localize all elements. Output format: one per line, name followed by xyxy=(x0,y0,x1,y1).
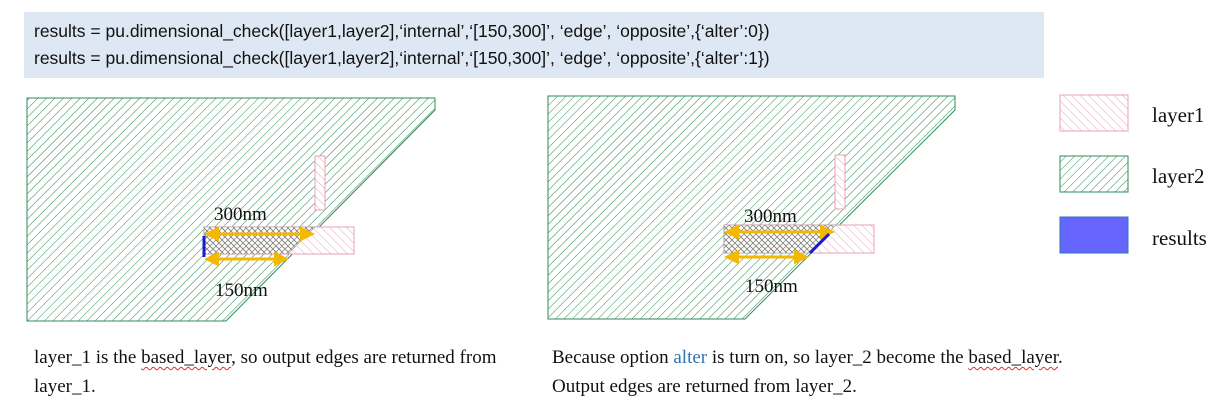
caption-right-alter: alter xyxy=(673,347,708,368)
caption-left-based-layer: based_layer xyxy=(141,347,232,368)
code-block: results = pu.dimensional_check([layer1,l… xyxy=(24,12,1044,78)
code-line-1: results = pu.dimensional_check([layer1,l… xyxy=(34,21,770,41)
caption-left-part2: , so output edges are returned from laye… xyxy=(34,347,497,397)
diagram-left: 300nm 150nm xyxy=(26,97,436,322)
legend-label-layer1: layer1 xyxy=(1152,103,1205,127)
caption-right-part3: . Output edges are returned from layer_2… xyxy=(552,347,1063,397)
code-line-2: results = pu.dimensional_check([layer1,l… xyxy=(34,48,770,68)
label-150nm-right: 150nm xyxy=(745,276,798,297)
legend xyxy=(1059,94,1129,254)
caption-right-based-layer: based_layer xyxy=(968,347,1058,368)
result-edge-right xyxy=(808,232,831,255)
caption-right-part2: is turn on, so layer_2 become the xyxy=(707,347,969,368)
diagram-right: 300nm 150nm xyxy=(547,95,956,320)
caption-left: layer_1 is the based_layer, so output ed… xyxy=(34,343,504,401)
legend-label-results: results xyxy=(1152,226,1207,250)
caption-right: Because option alter is turn on, so laye… xyxy=(552,343,1112,401)
caption-right-part1: Because option xyxy=(552,347,674,368)
layer2-shape-left xyxy=(26,97,436,322)
label-300nm-right: 300nm xyxy=(744,206,797,227)
legend-swatch-results xyxy=(1059,216,1129,254)
legend-label-layer2: layer2 xyxy=(1152,164,1205,188)
legend-swatch-layer2 xyxy=(1059,155,1129,193)
layer2-shape-right xyxy=(547,95,956,320)
legend-swatch-layer1 xyxy=(1059,94,1129,132)
label-300nm-left: 300nm xyxy=(214,204,267,225)
label-150nm-left: 150nm xyxy=(215,280,268,301)
caption-left-part1: layer_1 is the xyxy=(34,347,142,368)
layer1-bar-right xyxy=(834,154,846,210)
layer1-bar-left xyxy=(314,155,326,211)
